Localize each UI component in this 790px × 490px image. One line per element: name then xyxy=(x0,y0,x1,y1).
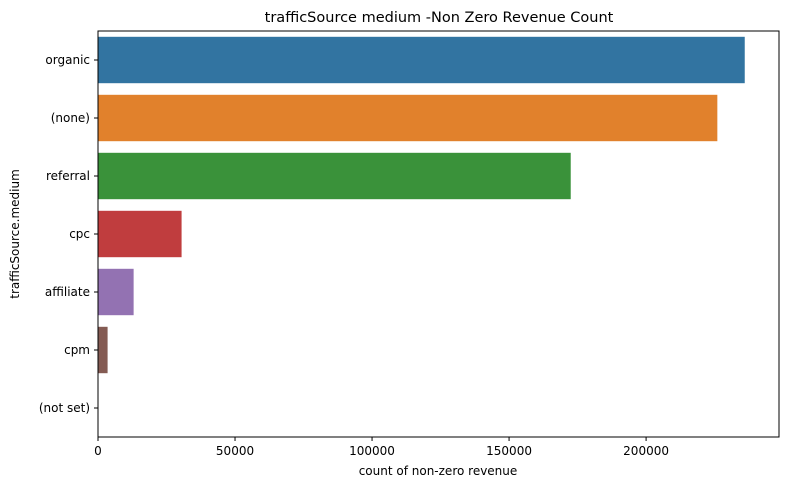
y-tick-label: (none) xyxy=(51,111,90,125)
y-tick-label: organic xyxy=(45,53,90,67)
bar-affiliate xyxy=(98,268,134,316)
x-tick-label: 200000 xyxy=(623,444,669,458)
y-tick-label: affiliate xyxy=(45,285,90,299)
plot-frame xyxy=(97,30,780,438)
x-tick-label: 0 xyxy=(94,444,102,458)
x-tick-label: 100000 xyxy=(349,444,395,458)
plot-area xyxy=(98,36,745,432)
x-tick-label: 150000 xyxy=(486,444,532,458)
x-axis: 0 50000 100000 150000 200000 xyxy=(94,437,669,458)
chart-title: trafficSource medium -Non Zero Revenue C… xyxy=(265,10,614,26)
bar-cpc xyxy=(98,210,182,258)
bar-none xyxy=(98,94,718,142)
y-tick-label: referral xyxy=(46,169,90,183)
y-axis-label: trafficSource.medium xyxy=(8,169,22,299)
y-axis: organic (none) referral cpc affiliate cpm (not… xyxy=(39,53,98,415)
x-tick-label: 50000 xyxy=(216,444,254,458)
bar-cpm xyxy=(98,326,108,374)
bar-referral xyxy=(98,152,571,200)
x-axis-label: count of non-zero revenue xyxy=(359,464,518,478)
bar-organic xyxy=(98,36,745,84)
y-tick-label: cpm xyxy=(64,343,90,357)
y-tick-label: cpc xyxy=(69,227,90,241)
y-tick-label: (not set) xyxy=(39,401,90,415)
